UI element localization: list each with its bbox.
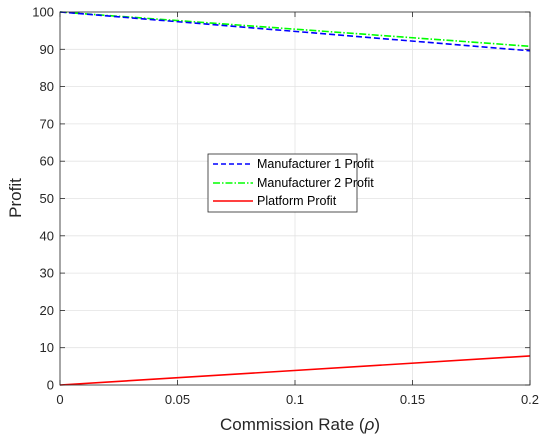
x-axis-label-text: Commission Rate ( <box>220 415 365 434</box>
legend-item-platform: Platform Profit <box>213 194 337 208</box>
y-axis-label: Profit <box>6 178 25 218</box>
legend-item-manufacturer-1: Manufacturer 1 Profit <box>213 157 374 171</box>
series-layer <box>59 11 531 386</box>
legend: Manufacturer 1 Profit Manufacturer 2 Pro… <box>207 153 374 213</box>
x-axis-label-symbol: ρ <box>364 415 375 434</box>
x-tick-label: 0 <box>56 392 63 407</box>
legend-label-manufacturer-2: Manufacturer 2 Profit <box>257 176 374 190</box>
legend-item-manufacturer-2: Manufacturer 2 Profit <box>213 176 374 190</box>
x-tick-label: 0.1 <box>286 392 304 407</box>
y-tick-label: 30 <box>40 266 54 281</box>
y-tick-label: 20 <box>40 303 54 318</box>
legend-label-manufacturer-1: Manufacturer 1 Profit <box>257 157 374 171</box>
y-tick-label: 100 <box>32 5 54 20</box>
y-tick-label: 90 <box>40 42 54 57</box>
x-tick-label: 0.05 <box>165 392 190 407</box>
y-tick-label: 50 <box>40 191 54 206</box>
legend-label-platform: Platform Profit <box>257 194 337 208</box>
y-tick-label: 70 <box>40 116 54 131</box>
tick-labels: 0 0.05 0.1 0.15 0.2 0 10 20 30 40 50 60 70 80 90 100 <box>32 5 539 408</box>
tick-marks <box>59 11 531 386</box>
y-tick-label: 10 <box>40 340 54 355</box>
series-line-manufacturer-1-profit <box>59 11 531 52</box>
series-line-platform-profit <box>59 355 531 386</box>
y-tick-label: 80 <box>40 79 54 94</box>
y-tick-label: 0 <box>47 378 54 393</box>
x-tick-label: 0.2 <box>521 392 539 407</box>
x-tick-label: 0.15 <box>400 392 425 407</box>
x-axis-label-suffix: ) <box>374 415 380 434</box>
y-tick-label: 60 <box>40 154 54 169</box>
series-line-manufacturer-2-profit <box>59 11 531 48</box>
y-tick-label: 40 <box>40 228 54 243</box>
x-axis-label: Commission Rate (ρ) <box>220 415 380 434</box>
